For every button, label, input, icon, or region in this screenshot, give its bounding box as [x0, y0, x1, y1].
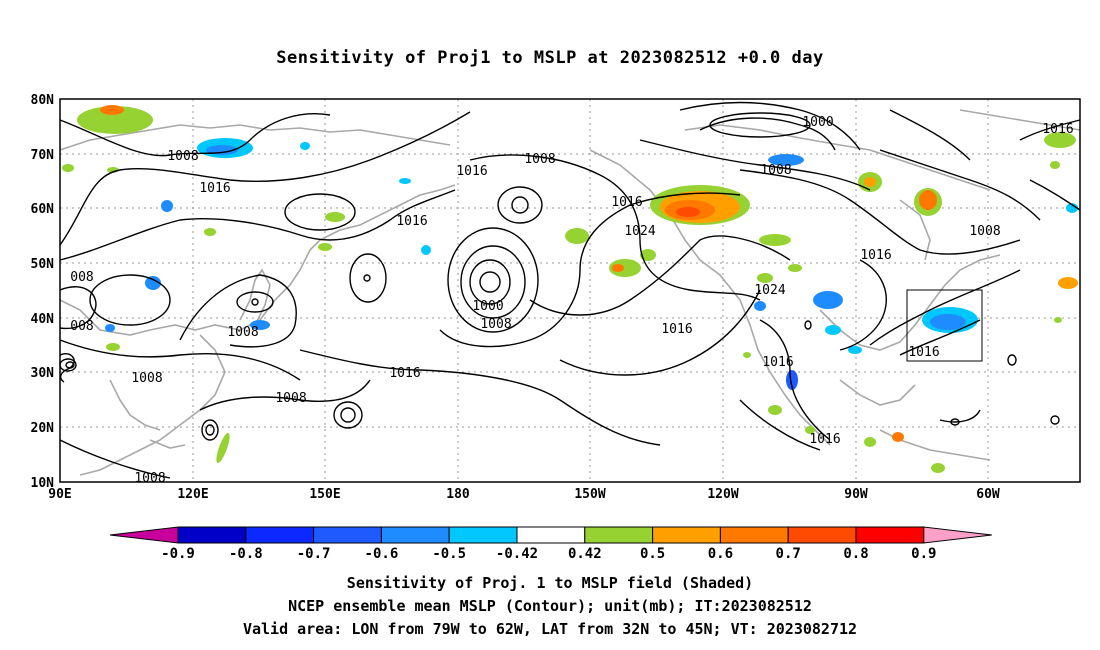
colorbar-labels: -0.9 -0.8 -0.7 -0.6 -0.5 -0.42 0.42 0.5 0.6 0.7 0.…: [161, 546, 936, 562]
contour-label: 1016: [762, 355, 793, 370]
contour-label: 1016: [456, 164, 487, 179]
contour-label: 008: [70, 319, 93, 334]
caption-shaded: Sensitivity of Proj. 1 to MSLP field (Sh…: [346, 574, 754, 592]
plot-frame: [59, 98, 1081, 483]
lat-label: 10N: [31, 476, 55, 491]
colorbar-swatch: [380, 526, 450, 544]
contour-label: 1024: [624, 224, 655, 239]
colorbar-tick-label: -0.6: [365, 546, 399, 562]
lon-label: 90E: [48, 487, 71, 502]
colorbar-swatch: [584, 526, 654, 544]
lat-label: 80N: [31, 93, 55, 108]
lon-label: 120W: [707, 487, 738, 502]
chart-title: Sensitivity of Proj1 to MSLP at 20230825…: [276, 48, 824, 68]
colorbar-swatch: [855, 526, 925, 544]
lon-label: 180: [446, 487, 470, 502]
colorbar-swatch: [787, 526, 857, 544]
colorbar-swatch: [313, 526, 382, 544]
gridlines: [60, 99, 1080, 482]
colorbar-swatch: [652, 526, 721, 544]
colorbar-high-extend: [923, 526, 992, 544]
contour-label: 1008: [969, 224, 1000, 239]
colorbar-tick-label: 0.6: [708, 546, 733, 562]
contour-label-group: 1008 1016 1008 1016 1000 1008 1016 1024 …: [70, 115, 1073, 486]
contour-label: 1016: [809, 432, 840, 447]
contour-label: 1016: [661, 322, 692, 337]
caption-contour: NCEP ensemble mean MSLP (Contour); unit(…: [288, 597, 812, 615]
contour-label: 1008: [760, 163, 791, 178]
caption-valid-area: Valid area: LON from 79W to 62W, LAT fro…: [242, 620, 858, 638]
contour-label: 1016: [908, 345, 939, 360]
coastlines: [59, 109, 1081, 476]
colorbar-swatch: [177, 526, 247, 544]
contour-label: 1016: [389, 366, 420, 381]
colorbar: [109, 526, 992, 544]
mslp-contours: [59, 101, 1081, 479]
contour-label: 1008: [134, 471, 165, 486]
lon-label: 90W: [844, 487, 868, 502]
colorbar-swatch: [448, 526, 518, 544]
contour-label: 1016: [611, 195, 642, 210]
contour-label: 1008: [480, 317, 511, 332]
contour-label: 1024: [754, 283, 785, 298]
lat-label: 60N: [31, 202, 55, 217]
colorbar-tick-label: -0.42: [496, 546, 538, 562]
contour-label: 1016: [860, 248, 891, 263]
valid-area-box: [906, 289, 983, 362]
contour-label: 1000: [802, 115, 833, 130]
colorbar-tick-label: 0.5: [640, 546, 665, 562]
contour-label: 1008: [227, 325, 258, 340]
lat-label: 30N: [31, 366, 55, 381]
colorbar-swatch: [516, 526, 586, 544]
colorbar-tick-label: 0.8: [843, 546, 868, 562]
contour-label: 1008: [524, 152, 555, 167]
colorbar-swatch: [245, 526, 315, 544]
colorbar-tick-label: 0.9: [911, 546, 936, 562]
lon-axis: 90E 120E 150E 180 150W 120W 90W 60W: [48, 487, 1000, 502]
lon-label: 60W: [976, 487, 1000, 502]
lon-label: 150E: [309, 487, 340, 502]
lat-label: 40N: [31, 312, 55, 327]
lat-label: 50N: [31, 257, 55, 272]
colorbar-tick-label: -0.8: [229, 546, 263, 562]
contour-label: 1000: [472, 299, 503, 314]
contour-label: 1008: [275, 391, 306, 406]
lat-axis: 80N 70N 60N 50N 40N 30N 20N 10N: [31, 93, 55, 491]
contour-label: 008: [70, 270, 93, 285]
lat-label: 20N: [31, 421, 55, 436]
colorbar-tick-label: -0.9: [161, 546, 195, 562]
colorbar-tick-label: 0.42: [568, 546, 602, 562]
colorbar-low-extend: [109, 526, 179, 544]
contour-label: 1008: [131, 371, 162, 386]
contour-label: 1008: [167, 149, 198, 164]
lat-label: 70N: [31, 148, 55, 163]
colorbar-tick-label: -0.5: [432, 546, 466, 562]
colorbar-tick-label: 0.7: [776, 546, 801, 562]
contour-label: 1016: [199, 181, 230, 196]
contour-label: 1016: [396, 214, 427, 229]
colorbar-tick-label: -0.7: [297, 546, 331, 562]
lon-label: 120E: [177, 487, 208, 502]
contour-label: 1016: [1042, 122, 1073, 137]
colorbar-swatch: [719, 526, 789, 544]
lon-label: 150W: [574, 487, 605, 502]
